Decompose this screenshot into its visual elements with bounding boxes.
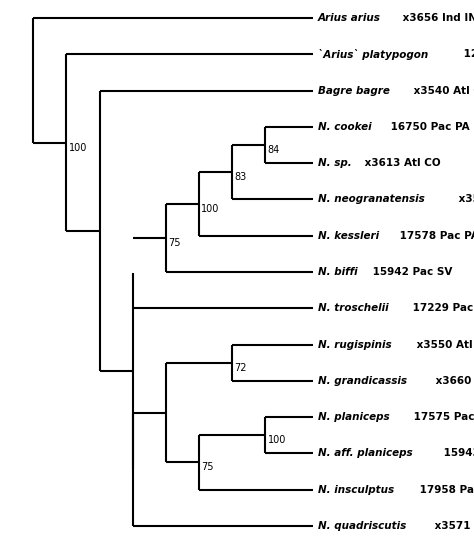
Text: N. neogranatensis: N. neogranatensis: [318, 194, 424, 205]
Text: x3656 Ind IN: x3656 Ind IN: [399, 13, 474, 23]
Text: Arius arius: Arius arius: [318, 13, 381, 23]
Text: 100: 100: [69, 143, 87, 153]
Text: x3613 Atl CO: x3613 Atl CO: [361, 158, 441, 168]
Text: 17958 Pac PA: 17958 Pac PA: [416, 485, 474, 494]
Text: 17575 Pac PA: 17575 Pac PA: [410, 412, 474, 422]
Text: x3660  Atl CO: x3660 Atl CO: [432, 376, 474, 386]
Text: 17578 Pac PA: 17578 Pac PA: [396, 231, 474, 241]
Text: N. aff. planiceps: N. aff. planiceps: [318, 448, 412, 459]
Text: N. sp.: N. sp.: [318, 158, 351, 168]
Text: N. biffi: N. biffi: [318, 267, 357, 277]
Text: N. quadriscutis: N. quadriscutis: [318, 521, 406, 531]
Text: 83: 83: [235, 172, 247, 182]
Text: 75: 75: [168, 238, 181, 248]
Text: N. troschelii: N. troschelii: [318, 303, 388, 313]
Text: `Arius` platypogon: `Arius` platypogon: [318, 49, 428, 60]
Text: 17229 Pac PA: 17229 Pac PA: [409, 303, 474, 313]
Text: N. rugispinis: N. rugispinis: [318, 339, 391, 350]
Text: Bagre bagre: Bagre bagre: [318, 85, 390, 96]
Text: 16750 Pac PA: 16750 Pac PA: [387, 122, 469, 132]
Text: 84: 84: [268, 145, 280, 155]
Text: 75: 75: [201, 462, 214, 472]
Text: x3540 Atl GF: x3540 Atl GF: [410, 85, 474, 96]
Text: N. kessleri: N. kessleri: [318, 231, 379, 241]
Text: 72: 72: [235, 363, 247, 373]
Text: 15943 Pac SV: 15943 Pac SV: [440, 448, 474, 459]
Text: 12651 Pac PA: 12651 Pac PA: [460, 50, 474, 59]
Text: x3550 Atl GY: x3550 Atl GY: [412, 339, 474, 350]
Text: 15942 Pac SV: 15942 Pac SV: [369, 267, 452, 277]
Text: x3598 Atl CO: x3598 Atl CO: [456, 194, 474, 205]
Text: N. insculptus: N. insculptus: [318, 485, 394, 494]
Text: N. planiceps: N. planiceps: [318, 412, 389, 422]
Text: 100: 100: [201, 204, 220, 214]
Text: N. cookei: N. cookei: [318, 122, 371, 132]
Text: N. grandicassis: N. grandicassis: [318, 376, 407, 386]
Text: x3571 Atl GY: x3571 Atl GY: [431, 521, 474, 531]
Text: 100: 100: [268, 435, 286, 445]
